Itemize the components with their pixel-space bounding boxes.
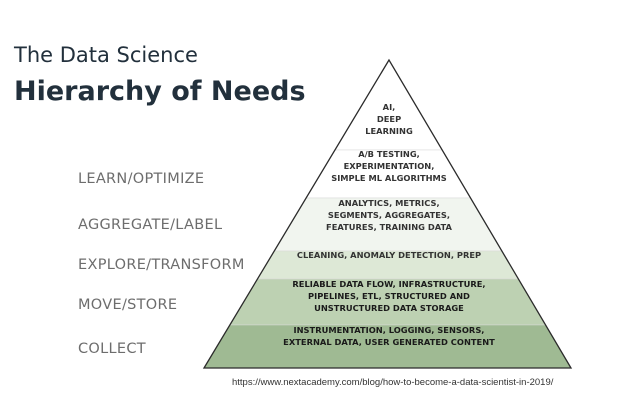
title-line-2: Hierarchy of Needs: [14, 76, 306, 107]
tier-5-line-3: UNSTRUCTURED DATA STORAGE: [314, 303, 464, 313]
side-label-learn-optimize: LEARN/OPTIMIZE: [78, 171, 205, 187]
tier-4-line-1: CLEANING, ANOMALY DETECTION, PREP: [297, 250, 481, 260]
tier-1-line-1: AI,: [383, 102, 396, 112]
tier-6-line-2: EXTERNAL DATA, USER GENERATED CONTENT: [283, 337, 495, 347]
tier-2-line-3: SIMPLE ML ALGORITHMS: [331, 173, 447, 183]
tier-5-line-2: PIPELINES, ETL, STRUCTURED AND: [308, 291, 470, 301]
side-label-move-store: MOVE/STORE: [78, 297, 178, 313]
tier-3-line-1: ANALYTICS, METRICS,: [338, 198, 439, 208]
title-line-1: The Data Science: [14, 43, 198, 67]
side-label-explore-transform: EXPLORE/TRANSFORM: [78, 257, 245, 273]
source-url: https://www.nextacademy.com/blog/how-to-…: [232, 377, 554, 388]
tier-2-line-1: A/B TESTING,: [358, 149, 420, 159]
tier-1-line-2: DEEP: [377, 114, 401, 124]
tier-1-line-3: LEARNING: [365, 126, 413, 136]
tier-3-line-3: FEATURES, TRAINING DATA: [326, 222, 452, 232]
side-label-aggregate-label: AGGREGATE/LABEL: [78, 217, 223, 233]
pyramid-outline: [202, 58, 573, 369]
pyramid-tiers: [203, 59, 572, 369]
pyramid-text: AI, DEEP LEARNING A/B TESTING, EXPERIMENTATI…: [283, 102, 495, 347]
tier-5-line-1: RELIABLE DATA FLOW, INFRASTRUCTURE,: [292, 279, 485, 289]
side-label-collect: COLLECT: [78, 341, 146, 357]
tier-3-line-2: SEGMENTS, AGGREGATES,: [328, 210, 450, 220]
tier-6-line-1: INSTRUMENTATION, LOGGING, SENSORS,: [294, 325, 485, 335]
tier-2-line-2: EXPERIMENTATION,: [344, 161, 435, 171]
